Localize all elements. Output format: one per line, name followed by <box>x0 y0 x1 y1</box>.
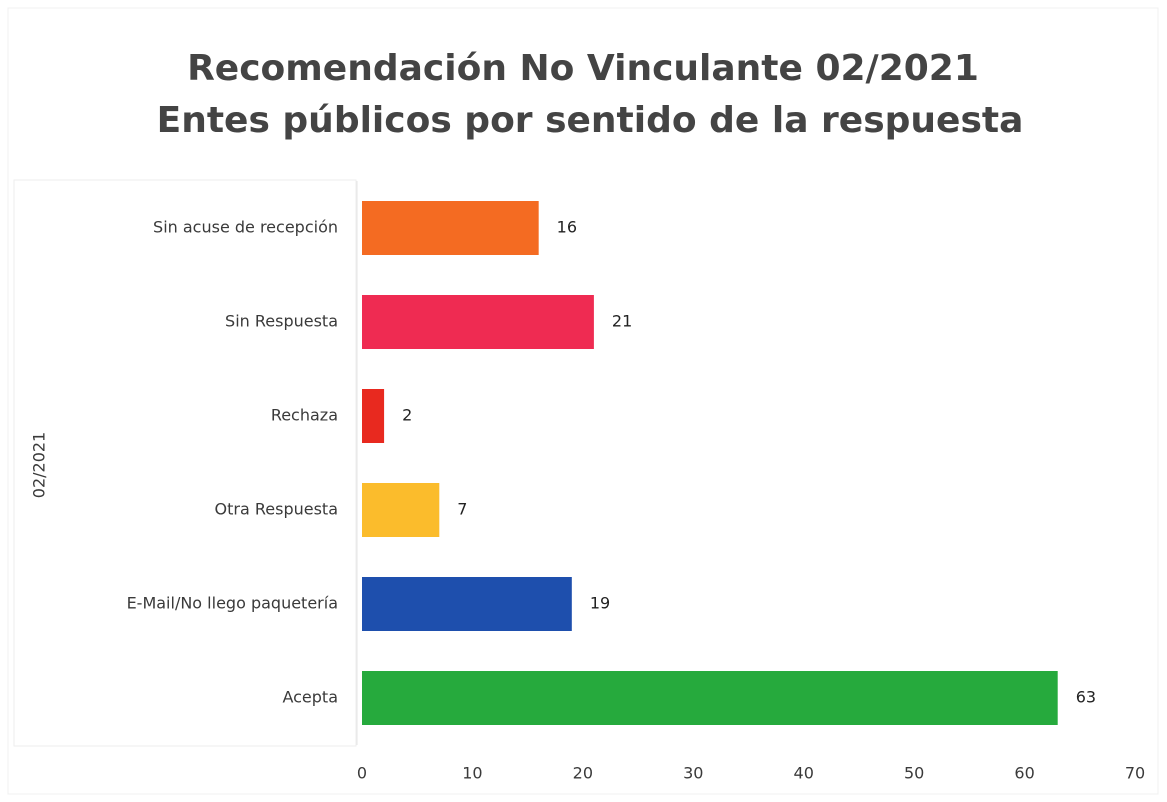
x-tick-label: 60 <box>1014 764 1034 783</box>
x-tick-label: 50 <box>904 764 924 783</box>
data-label: 7 <box>457 500 467 519</box>
y-axis-label: 02/2021 <box>30 432 49 498</box>
bar <box>362 483 440 537</box>
category-label: Acepta <box>282 688 338 707</box>
chart-title: Recomendación No Vinculante 02/2021 <box>187 48 979 89</box>
x-tick-label: 0 <box>357 764 367 783</box>
x-tick-label: 20 <box>573 764 593 783</box>
bar <box>362 295 594 349</box>
bar <box>362 577 572 631</box>
category-label: E-Mail/No llego paquetería <box>127 594 338 613</box>
category-label: Otra Respuesta <box>215 500 338 519</box>
category-label: Sin Respuesta <box>225 312 338 331</box>
data-label: 21 <box>612 312 632 331</box>
x-tick-label: 40 <box>794 764 814 783</box>
data-label: 16 <box>557 218 577 237</box>
bar <box>362 201 539 255</box>
category-label: Sin acuse de recepción <box>153 218 338 237</box>
bar <box>362 389 385 443</box>
x-tick-label: 30 <box>683 764 703 783</box>
data-label: 63 <box>1076 688 1096 707</box>
label-panel <box>13 179 357 747</box>
bar <box>362 671 1058 725</box>
x-tick-label: 10 <box>462 764 482 783</box>
chart-subtitle: Entes públicos por sentido de la respues… <box>157 100 1024 141</box>
data-label: 2 <box>402 406 412 425</box>
data-label: 19 <box>590 594 610 613</box>
x-tick-label: 70 <box>1125 764 1145 783</box>
category-label: Rechaza <box>271 406 338 425</box>
